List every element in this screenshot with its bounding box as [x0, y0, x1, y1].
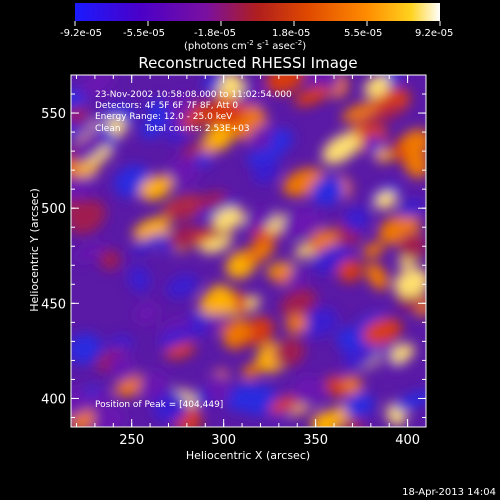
energy-range-label: Energy Range: 12.0 - 25.0 keV: [95, 112, 233, 122]
x-axis-label: Heliocentric X (arcsec): [186, 449, 310, 462]
y-tick-label: 400: [41, 392, 66, 407]
x-tick-label: 400: [395, 433, 420, 448]
y-tick-label: 450: [41, 297, 66, 312]
x-tick-label: 350: [303, 433, 328, 448]
colorbar: [75, 3, 440, 21]
peak-position-label: Position of Peak = [404,449]: [95, 400, 223, 410]
y-tick-label: 550: [41, 107, 66, 122]
colorbar-tick-label: -1.8e-05: [194, 28, 236, 39]
footer-date: 18-Apr-2013 14:04: [402, 487, 496, 498]
colorbar-ticks: [74, 21, 441, 26]
total-counts-label: Total counts: 2.53E+03: [144, 124, 250, 134]
detectors-label: Detectors: 4F 5F 6F 7F 8F, Att 0: [95, 101, 238, 111]
colorbar-tick-labels: -9.2e-05 -5.5e-05 -1.8e-05 1.8e-05 5.5e-…: [60, 28, 453, 39]
x-tick-label: 250: [119, 433, 144, 448]
y-axis: 400 450 500 550: [41, 74, 426, 418]
plot-frame: [70, 74, 427, 428]
y-axis-label: Heliocentric Y (arcsec): [28, 188, 41, 312]
heatmap: [71, 75, 426, 427]
colorbar-tick-label: 9.2e-05: [415, 28, 453, 39]
colorbar-tick-label: 5.5e-05: [344, 28, 382, 39]
x-tick-label: 300: [211, 433, 236, 448]
annotations: 23-Nov-2002 10:58:08.000 to 11:02:54.000…: [95, 90, 292, 410]
colorbar-tick-label: -9.2e-05: [60, 28, 102, 39]
clean-label: Clean: [95, 124, 121, 134]
colorbar-tick-label: -5.5e-05: [123, 28, 165, 39]
y-tick-label: 500: [41, 202, 66, 217]
colorbar-tick-label: 1.8e-05: [272, 28, 310, 39]
x-axis: 250 300 350 400: [76, 75, 427, 448]
time-range-label: 23-Nov-2002 10:58:08.000 to 11:02:54.000: [95, 90, 292, 100]
chart-title: Reconstructed RHESSI Image: [138, 54, 357, 72]
colorbar-unit: (photons cm-2 s-1 asec-2): [184, 39, 306, 52]
